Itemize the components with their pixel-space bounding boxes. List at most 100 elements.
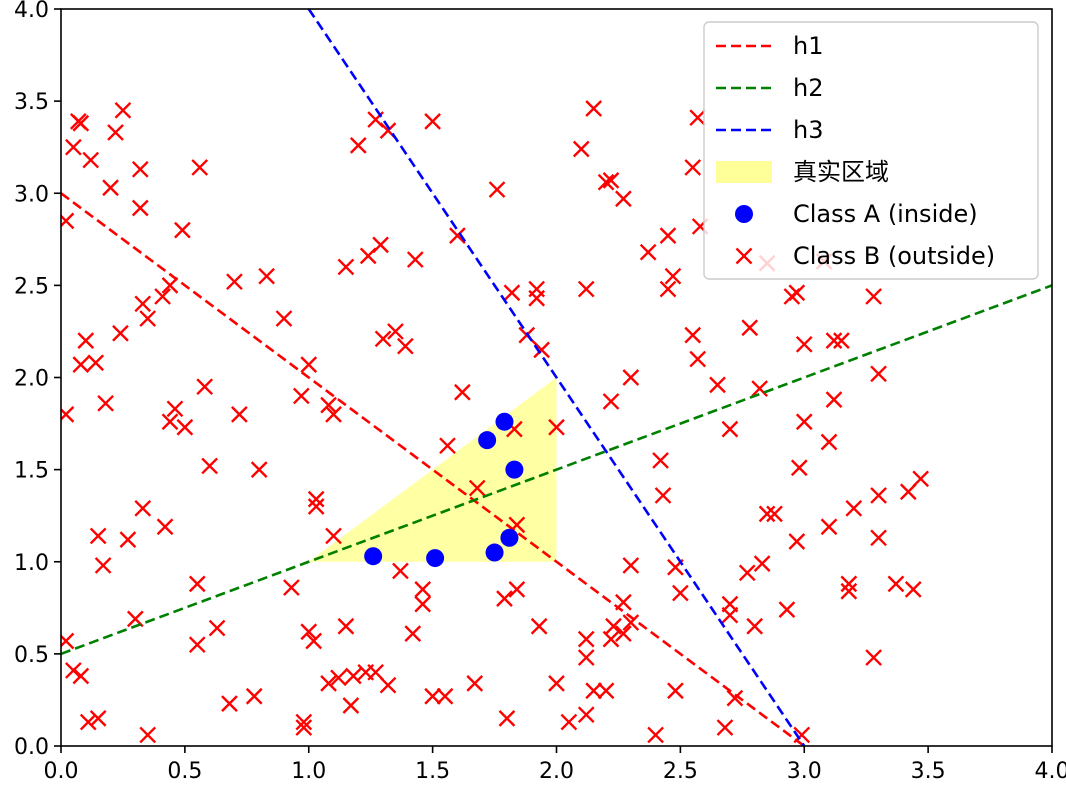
class-b-point bbox=[667, 682, 684, 700]
class-a-point bbox=[478, 431, 497, 450]
class-b-point bbox=[414, 581, 432, 598]
class-b-point bbox=[560, 713, 578, 731]
class-a-point bbox=[426, 549, 445, 568]
class-b-point bbox=[231, 406, 248, 423]
class-b-point bbox=[622, 369, 640, 386]
class-a-point bbox=[495, 412, 514, 431]
x-tick-label: 3.0 bbox=[787, 759, 822, 784]
legend-class-b: Class B (outside) bbox=[735, 242, 995, 270]
x-tick-label: 2.5 bbox=[663, 759, 698, 784]
class-b-point bbox=[250, 461, 268, 478]
class-b-point bbox=[387, 323, 404, 340]
y-tick-label: 0.5 bbox=[14, 643, 49, 668]
class-b-point bbox=[825, 332, 843, 349]
class-b-point bbox=[788, 533, 806, 550]
class-b-point bbox=[870, 365, 887, 383]
class-b-point bbox=[766, 505, 783, 523]
class-b-point bbox=[330, 669, 347, 687]
x-tick-label: 4.0 bbox=[1035, 759, 1066, 784]
class-b-point bbox=[188, 575, 206, 593]
class-b-point bbox=[72, 356, 90, 373]
class-b-point bbox=[602, 630, 620, 648]
class-b-point bbox=[528, 289, 546, 307]
class-b-point bbox=[659, 280, 677, 298]
class-b-point bbox=[292, 387, 310, 405]
legend-true-region: 真实区域 bbox=[716, 158, 889, 186]
class-b-point bbox=[496, 590, 513, 607]
class-b-point bbox=[89, 710, 107, 727]
legend-class-a-swatch bbox=[735, 205, 753, 223]
class-b-point bbox=[134, 499, 152, 517]
class-b-point bbox=[406, 251, 424, 268]
class-b-point bbox=[97, 394, 114, 412]
y-tick-label: 2.5 bbox=[14, 274, 49, 299]
legend-h2-label: h2 bbox=[793, 74, 823, 102]
class-b-point bbox=[114, 101, 132, 119]
class-b-point bbox=[188, 636, 206, 654]
class-b-point bbox=[533, 341, 550, 359]
class-b-point bbox=[191, 159, 209, 176]
class-b-point bbox=[77, 332, 95, 349]
class-b-point bbox=[689, 109, 707, 127]
class-b-point bbox=[865, 649, 882, 666]
class-b-point bbox=[585, 100, 603, 117]
class-b-point bbox=[664, 267, 682, 285]
class-b-point bbox=[778, 601, 796, 619]
class-b-point bbox=[840, 582, 858, 600]
legend-true-region-label: 真实区域 bbox=[793, 158, 889, 186]
class-b-point bbox=[498, 710, 516, 727]
class-b-point bbox=[845, 499, 863, 517]
class-b-point bbox=[372, 236, 389, 254]
y-tick-label: 2.0 bbox=[14, 367, 49, 392]
class-b-point bbox=[548, 675, 565, 692]
y-tick-label: 3.0 bbox=[14, 182, 49, 207]
legend-class-b-swatch bbox=[735, 247, 753, 265]
class-b-point bbox=[870, 529, 887, 547]
class-b-point bbox=[102, 179, 119, 197]
x-tick-label: 3.5 bbox=[911, 759, 946, 784]
class-b-point bbox=[342, 697, 360, 714]
class-b-point bbox=[652, 452, 669, 469]
class-b-point bbox=[721, 420, 739, 438]
line-h2 bbox=[61, 284, 1052, 656]
class-b-point bbox=[870, 487, 887, 504]
class-b-point bbox=[72, 667, 90, 685]
class-b-point bbox=[131, 199, 149, 217]
class-b-point bbox=[488, 181, 506, 198]
class-b-point bbox=[577, 706, 595, 724]
class-b-point bbox=[374, 330, 392, 348]
class-b-point bbox=[300, 356, 318, 373]
legend-h1: h1 bbox=[716, 32, 823, 60]
class-b-point bbox=[258, 267, 275, 285]
legend-class-a-label: Class A (inside) bbox=[793, 200, 978, 228]
class-b-point bbox=[112, 324, 129, 342]
class-b-point bbox=[721, 606, 739, 624]
class-b-point bbox=[283, 579, 300, 596]
class-b-point bbox=[508, 581, 526, 598]
class-b-point bbox=[672, 584, 689, 602]
class-b-point bbox=[307, 498, 325, 515]
y-tick-label: 1.0 bbox=[14, 551, 49, 576]
class-b-point bbox=[741, 319, 759, 337]
class-b-point bbox=[414, 595, 432, 613]
class-b-point bbox=[65, 662, 82, 679]
class-b-point bbox=[424, 687, 441, 705]
class-b-point bbox=[597, 682, 615, 700]
y-tick-label: 3.5 bbox=[14, 90, 49, 115]
class-b-point bbox=[61, 212, 75, 230]
class-b-point bbox=[196, 378, 214, 396]
class-b-point bbox=[647, 726, 664, 744]
class-a-point bbox=[364, 547, 383, 566]
class-b-point bbox=[865, 288, 882, 305]
class-b-point bbox=[404, 625, 422, 642]
legend-h3: h3 bbox=[716, 116, 823, 144]
class-b-point bbox=[392, 562, 409, 580]
class-b-point bbox=[139, 726, 157, 744]
class-b-point bbox=[295, 719, 313, 736]
class-b-point bbox=[208, 619, 226, 637]
class-b-point bbox=[790, 459, 808, 477]
class-b-point bbox=[726, 689, 744, 707]
x-tick-label: 1.5 bbox=[415, 759, 450, 784]
class-b-point bbox=[684, 159, 702, 176]
